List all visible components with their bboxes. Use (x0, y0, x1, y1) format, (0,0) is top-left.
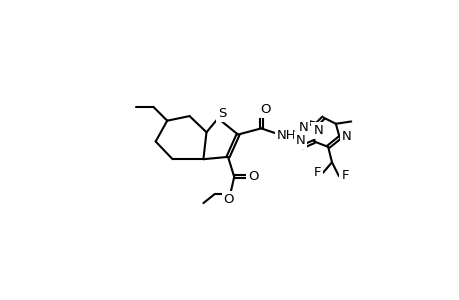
Text: N: N (295, 134, 305, 147)
Text: F: F (341, 169, 348, 182)
Text: O: O (248, 169, 258, 183)
Text: F: F (313, 166, 320, 179)
Text: O: O (223, 193, 234, 206)
Text: N: N (341, 130, 351, 142)
Text: O: O (259, 103, 270, 116)
Text: N: N (298, 121, 308, 134)
Text: NH: NH (276, 129, 296, 142)
Text: S: S (217, 107, 225, 120)
Text: N: N (313, 124, 322, 137)
